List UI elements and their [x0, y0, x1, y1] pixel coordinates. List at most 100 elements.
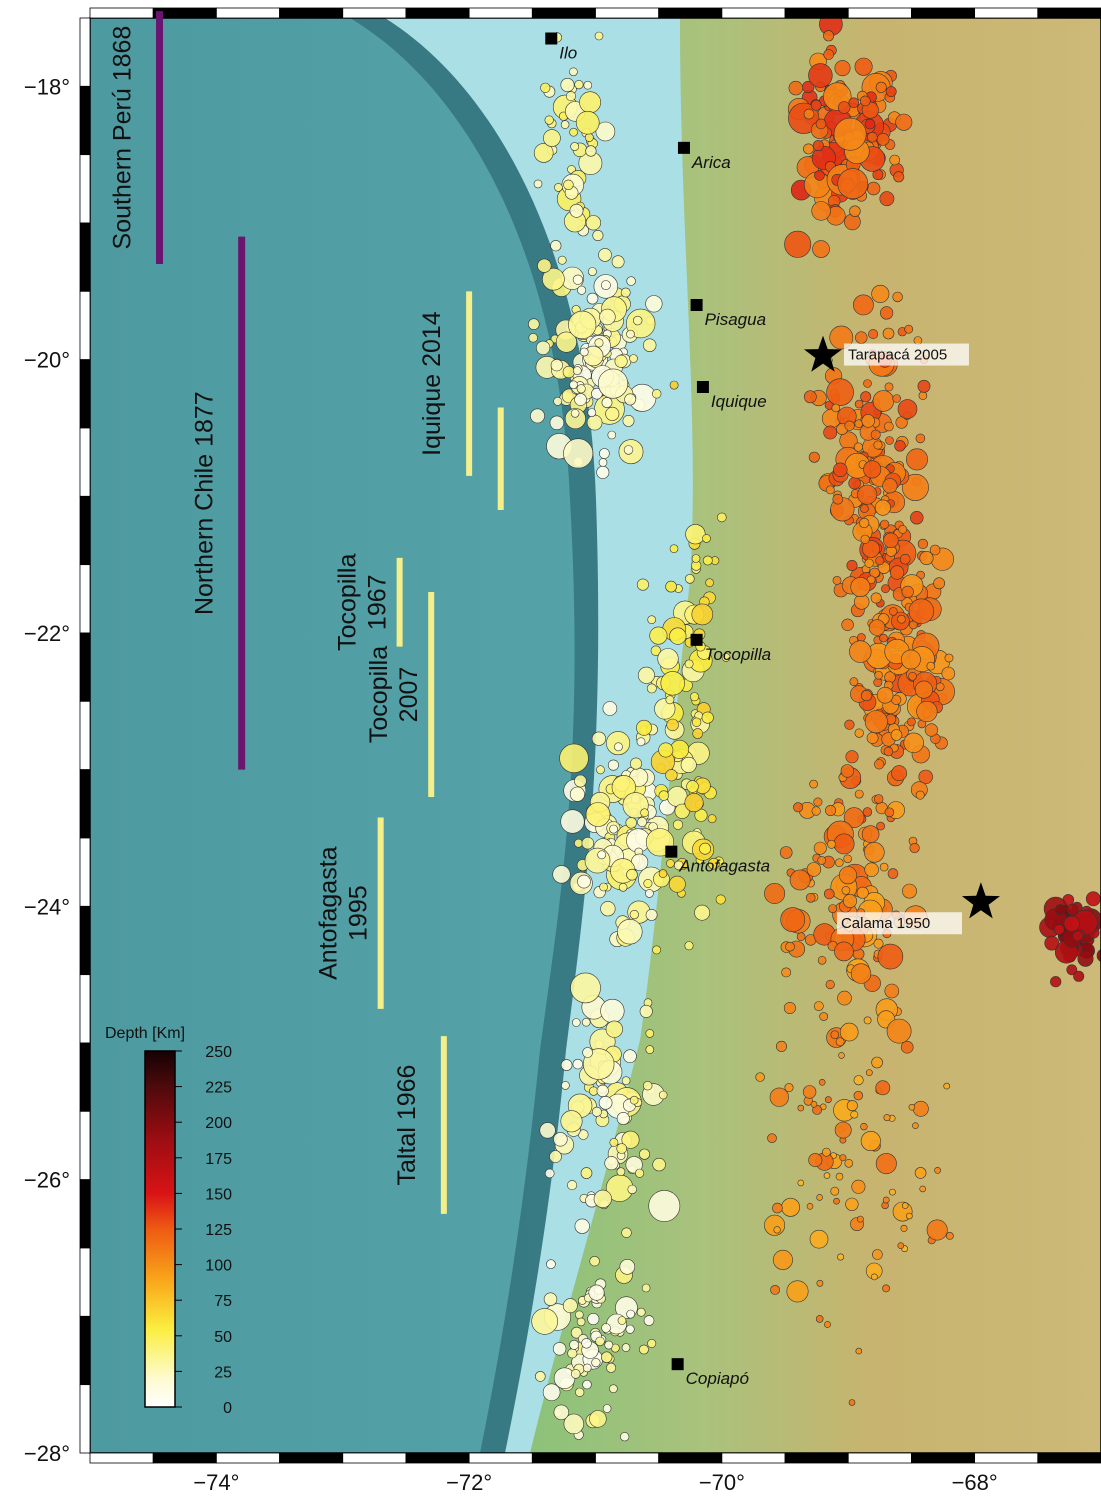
earthquake-point — [609, 1384, 618, 1393]
earthquake-point — [773, 1226, 781, 1234]
earthquake-point — [812, 240, 830, 258]
earthquake-point — [560, 1110, 583, 1133]
earthquake-point — [623, 1049, 637, 1063]
earthquake-point — [860, 534, 870, 544]
earthquake-point — [926, 1219, 948, 1241]
colorbar-tick-label: 225 — [205, 1080, 232, 1097]
earthquake-point — [528, 333, 538, 343]
earthquake-point — [570, 972, 601, 1004]
colorbar-tick-label: 200 — [205, 1115, 232, 1132]
earthquake-point — [910, 511, 924, 525]
earthquake-point — [557, 255, 567, 265]
earthquake-point — [594, 338, 604, 348]
earthquake-point — [691, 554, 701, 563]
earthquake-point — [854, 57, 873, 76]
earthquake-point — [883, 532, 899, 548]
earthquake-point — [563, 1413, 584, 1435]
earthquake-point — [574, 774, 587, 788]
earthquake-point — [585, 802, 611, 827]
earthquake-point — [865, 1069, 873, 1076]
earthquake-point — [849, 677, 859, 687]
earthquake-point — [539, 1122, 556, 1139]
y-tick-label: −28° — [24, 1441, 70, 1466]
earthquake-point — [616, 1143, 628, 1154]
earthquake-point — [694, 808, 708, 822]
earthquake-point — [632, 315, 643, 326]
earthquake-point — [918, 391, 928, 400]
earthquake-point — [861, 414, 875, 428]
earthquake-point — [672, 819, 684, 830]
earthquake-point — [913, 336, 923, 345]
earthquake-point — [636, 578, 649, 591]
earthquake-point — [583, 80, 593, 90]
earthquake-point — [684, 573, 695, 584]
earthquake-point — [601, 280, 611, 290]
earthquake-point — [897, 614, 906, 624]
earthquake-point — [843, 807, 865, 828]
earthquake-point — [621, 1076, 631, 1085]
earthquake-point — [636, 1307, 646, 1317]
earthquake-point — [906, 1212, 913, 1220]
frame-tick-left — [79, 632, 91, 702]
rupture-zones: Southern Perú 1868 Northern Chile 1877 Iqu… — [109, 11, 504, 1214]
earthquake-point — [629, 757, 642, 770]
earthquake-point — [637, 816, 648, 827]
earthquake-point — [826, 378, 854, 407]
earthquake-point — [531, 1308, 559, 1335]
earthquake-point — [592, 230, 604, 242]
city-marker — [665, 845, 678, 858]
earthquake-point — [884, 421, 894, 432]
earthquake-point — [860, 1122, 868, 1131]
earthquake-point — [808, 63, 833, 88]
earthquake-point — [588, 1284, 605, 1301]
earthquake-point — [535, 340, 551, 356]
earthquake-point — [553, 1404, 569, 1421]
earthquake-point — [876, 132, 890, 146]
colorbar-tick-label: 250 — [205, 1044, 232, 1061]
frame-tick-top — [784, 7, 849, 19]
earthquake-point — [901, 473, 929, 501]
earthquake-point — [542, 267, 565, 291]
earthquake-point — [552, 1342, 567, 1356]
frame-tick-bottom — [152, 1452, 217, 1464]
earthquake-point — [888, 607, 898, 616]
earthquake-point — [617, 918, 643, 945]
earthquake-point — [855, 1347, 863, 1355]
earthquake-point — [864, 558, 874, 568]
earthquake-star — [961, 882, 1000, 919]
frame-tick-bottom — [658, 1452, 723, 1464]
earthquake-point — [814, 170, 825, 181]
earthquake-point — [816, 1279, 824, 1287]
earthquake-point — [585, 145, 597, 157]
earthquake-point — [699, 842, 711, 855]
earthquake-point — [781, 967, 792, 978]
earthquake-point — [570, 408, 580, 418]
earthquake-point — [594, 31, 604, 41]
earthquake-point — [1066, 964, 1078, 976]
earthquake-point — [819, 1012, 829, 1021]
earthquake-point — [1050, 976, 1062, 988]
earthquake-point — [581, 1017, 591, 1027]
earthquake-point — [877, 943, 904, 970]
frame-tick-bottom — [1037, 1452, 1101, 1464]
earthquake-point — [788, 80, 803, 96]
earthquake-point — [784, 1083, 794, 1093]
earthquake-point — [863, 1016, 872, 1025]
frame-tick-top — [405, 7, 470, 19]
earthquake-point — [620, 287, 631, 298]
earthquake-point — [850, 1110, 859, 1119]
earthquake-point — [856, 886, 869, 899]
earthquake-point — [598, 1096, 613, 1110]
notable-earthquakes: Tarapacá 2005 Calama 1950 — [804, 335, 1000, 935]
earthquake-star — [804, 335, 842, 372]
earthquake-point — [629, 1095, 639, 1105]
earthquake-point — [837, 990, 852, 1006]
frame-tick-left — [79, 359, 91, 429]
earthquake-point — [669, 627, 687, 645]
earthquake-point — [553, 396, 563, 406]
earthquake-point — [876, 821, 885, 831]
earthquake-point — [680, 756, 697, 773]
earthquake-point — [658, 869, 668, 878]
earthquake-point — [846, 559, 858, 571]
earthquake-point — [574, 838, 583, 848]
